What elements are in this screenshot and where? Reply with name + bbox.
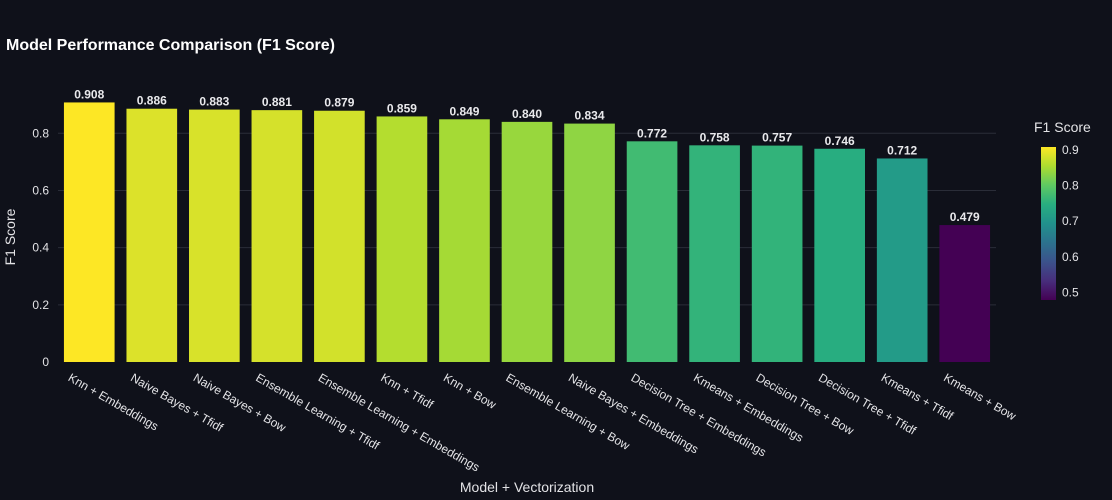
bar [876,158,928,362]
bar [751,145,803,362]
bar-value-label: 0.886 [137,94,167,108]
bar [439,119,490,362]
bar-value-label: 0.712 [887,143,917,157]
bar [126,108,178,362]
bar-value-label: 0.834 [575,109,605,123]
bar-value-labels: 0.908 0.886 0.883 0.881 0.879 0.859 0.849 0.840… [74,87,980,224]
colorbar-tick-label: 0.5 [1062,286,1079,300]
bar [939,225,991,362]
y-axis-ticks: 0 0.2 0.4 0.6 0.8 [32,126,49,369]
bar-value-label: 0.479 [950,210,980,224]
bar [189,109,240,362]
bar-value-label: 0.883 [199,95,229,109]
x-tick-label: Knn + Bow [441,370,499,411]
chart-title: Model Performance Comparison (F1 Score) [6,37,335,54]
y-tick-label: 0 [42,355,49,369]
colorbar-gradient [1041,147,1056,300]
bar-value-label: 0.758 [700,130,730,144]
colorbar-tick-label: 0.7 [1062,214,1079,228]
bar-value-label: 0.881 [262,95,292,109]
bar [63,102,115,362]
colorbar-title: F1 Score [1034,119,1091,135]
bar-value-label: 0.772 [637,126,667,140]
bar-value-label: 0.757 [762,131,792,145]
x-axis-title: Model + Vectorization [460,479,594,495]
x-tick-label: Kmeans + Embeddings [691,370,806,444]
bar [689,145,740,362]
bar-value-label: 0.879 [324,96,354,110]
colorbar: F1 Score 0.5 0.6 0.7 0.8 0.9 [1034,119,1091,300]
bar [626,141,678,362]
y-tick-label: 0.4 [32,241,49,255]
colorbar-tick-label: 0.8 [1062,179,1079,193]
bar-value-label: 0.849 [449,104,479,118]
y-tick-label: 0.8 [32,126,49,140]
bar-value-label: 0.840 [512,107,542,121]
bar [314,110,365,362]
colorbar-tick-label: 0.6 [1062,250,1079,264]
bar-value-label: 0.746 [825,134,855,148]
bar [564,123,615,362]
bar [251,110,303,363]
y-tick-label: 0.6 [32,183,49,197]
bars [63,102,991,363]
bar-value-label: 0.859 [387,101,417,115]
colorbar-ticks: 0.5 0.6 0.7 0.8 0.9 [1062,143,1079,300]
colorbar-tick-label: 0.9 [1062,143,1079,157]
bar [814,148,865,362]
bar [501,121,553,363]
bar [376,116,428,362]
y-axis-title: F1 Score [2,208,18,265]
bar-value-label: 0.908 [74,87,104,101]
x-tick-label: Knn + Tfidf [378,370,436,412]
y-tick-label: 0.2 [32,298,49,312]
